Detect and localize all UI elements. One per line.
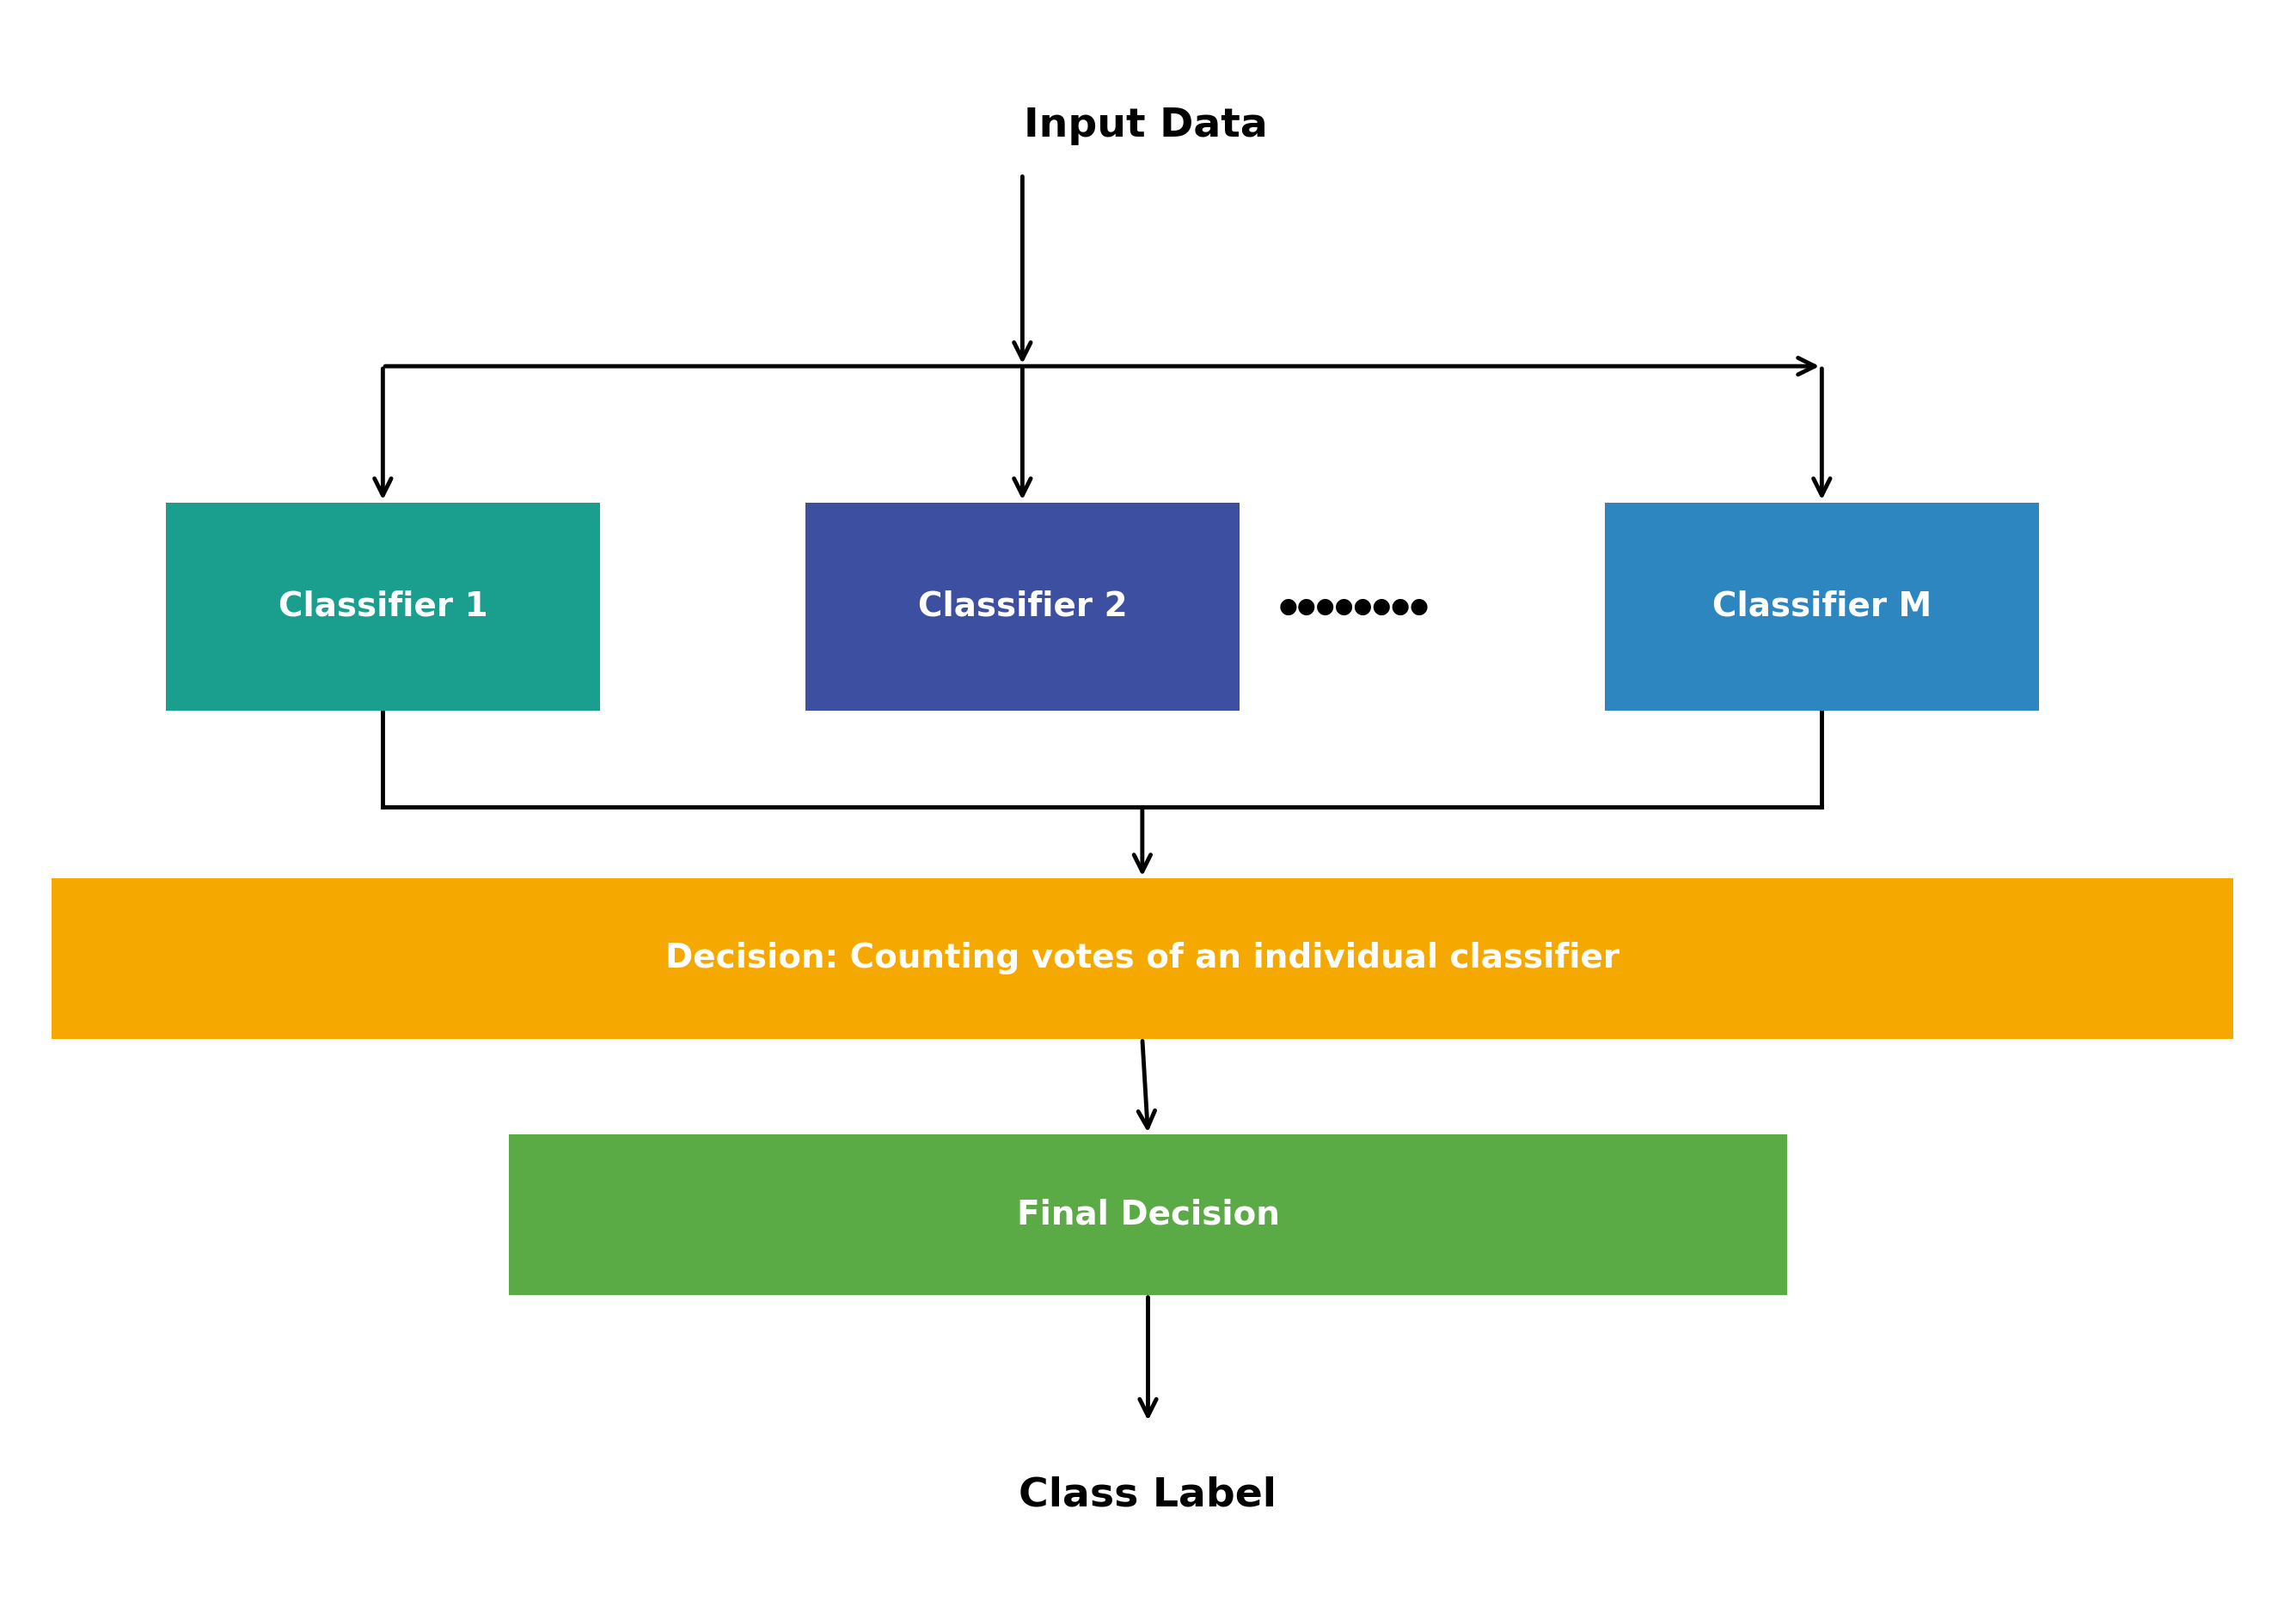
FancyBboxPatch shape bbox=[165, 502, 599, 710]
FancyBboxPatch shape bbox=[1605, 502, 2039, 710]
FancyBboxPatch shape bbox=[507, 1134, 1789, 1295]
FancyBboxPatch shape bbox=[806, 502, 1240, 710]
Text: Class Label: Class Label bbox=[1019, 1476, 1277, 1515]
Text: Input Data: Input Data bbox=[1024, 106, 1267, 145]
Text: Classifier 1: Classifier 1 bbox=[278, 590, 487, 623]
FancyBboxPatch shape bbox=[51, 879, 2234, 1039]
Text: ●●●●●●●●: ●●●●●●●● bbox=[1279, 597, 1428, 616]
Text: Decision: Counting votes of an individual classifier: Decision: Counting votes of an individua… bbox=[666, 942, 1619, 974]
Text: Classifier 2: Classifier 2 bbox=[918, 590, 1127, 623]
Text: Classifier M: Classifier M bbox=[1713, 590, 1931, 623]
Text: Final Decision: Final Decision bbox=[1017, 1198, 1279, 1231]
